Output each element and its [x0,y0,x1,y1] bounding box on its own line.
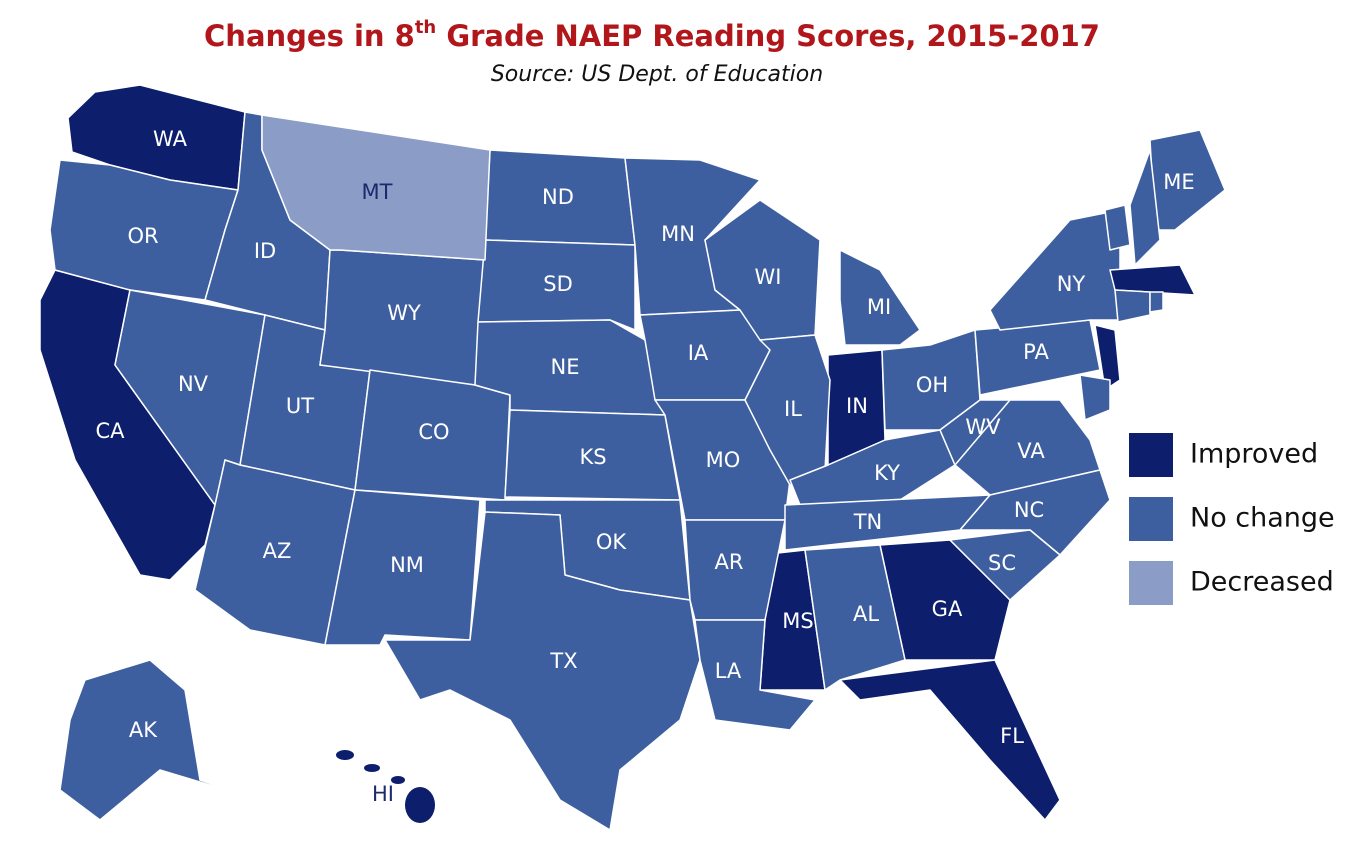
state [1114,289,1151,323]
title-sup: th [415,17,436,38]
state-label: AK [129,718,158,742]
state-label: FL [1000,724,1024,748]
state [1104,204,1131,251]
state-label: MI [867,295,891,319]
state [324,489,481,646]
state [384,511,701,831]
state-label: ID [254,239,276,263]
state-labels: WA CA IN MS GA FL HI OR ID NV UT AZ WY CO NM ND SD NE KS OK… [95,127,1194,806]
state [477,239,636,331]
state-label: MO [706,448,741,472]
state-label: WA [153,127,188,151]
state-label: NE [551,355,580,379]
state-label: SD [543,272,573,296]
state-label: TX [549,649,577,673]
title-part: Grade NAEP Reading Scores, 2015-2017 [436,19,1100,53]
state [839,249,921,346]
legend-label: Decreased [1190,567,1334,598]
legend-swatch [1129,561,1173,605]
state-label: GA [932,597,963,621]
state-label: AZ [263,539,292,563]
state [949,529,1061,601]
map-subtitle: Source: US Dept. of Education [491,62,823,87]
state [1109,264,1196,296]
state [405,787,435,823]
legend-label: No change [1190,503,1335,534]
state [336,750,354,760]
state-label: NV [178,372,209,396]
state [694,619,816,731]
state-label: NY [1057,272,1086,296]
state-label: IA [688,341,709,365]
state [839,659,1061,821]
state-label: KS [579,445,606,469]
state-label: AR [715,550,744,574]
state [804,544,906,691]
state-label: OH [916,373,948,397]
state-label: HI [372,782,394,806]
legend: Improved No change Decreased [1129,433,1335,605]
state-label: ME [1163,170,1194,194]
state-label: NC [1014,498,1044,522]
legend-label: Improved [1190,439,1318,470]
state-label: OK [596,530,628,554]
map-title: Changes in 8th Grade NAEP Reading Scores… [204,17,1100,53]
state-label: MT [362,180,393,204]
state [391,776,405,784]
state-label: VA [1017,439,1045,463]
state-label: ND [542,185,574,209]
state [1094,324,1121,391]
state-label: WY [387,301,421,325]
legend-swatch [1129,497,1173,541]
state-label: TN [853,510,883,534]
title-part: Changes in 8 [204,19,415,53]
state-label: SC [988,551,1016,575]
state-label: WV [965,415,1001,439]
state [1149,291,1164,313]
state-label: MN [661,222,695,246]
state-label: UT [286,394,314,418]
state-label: MS [782,609,813,633]
state-label: AL [853,602,879,626]
state-label: IN [846,394,868,418]
state-label: KY [874,461,900,485]
state-label: CA [95,419,125,443]
state [1079,374,1111,421]
state-label: IL [784,397,802,421]
state-label: OR [127,224,158,248]
state-label: LA [715,659,742,683]
state-label: CO [418,420,449,444]
state [1129,149,1161,266]
state [744,334,831,486]
state-label: NM [390,553,424,577]
state [989,209,1121,331]
legend-swatch [1129,433,1173,477]
state-label: WI [755,265,782,289]
state-label: PA [1023,340,1049,364]
states [39,84,1226,831]
state [364,764,380,772]
state [261,114,491,261]
state [59,659,261,821]
